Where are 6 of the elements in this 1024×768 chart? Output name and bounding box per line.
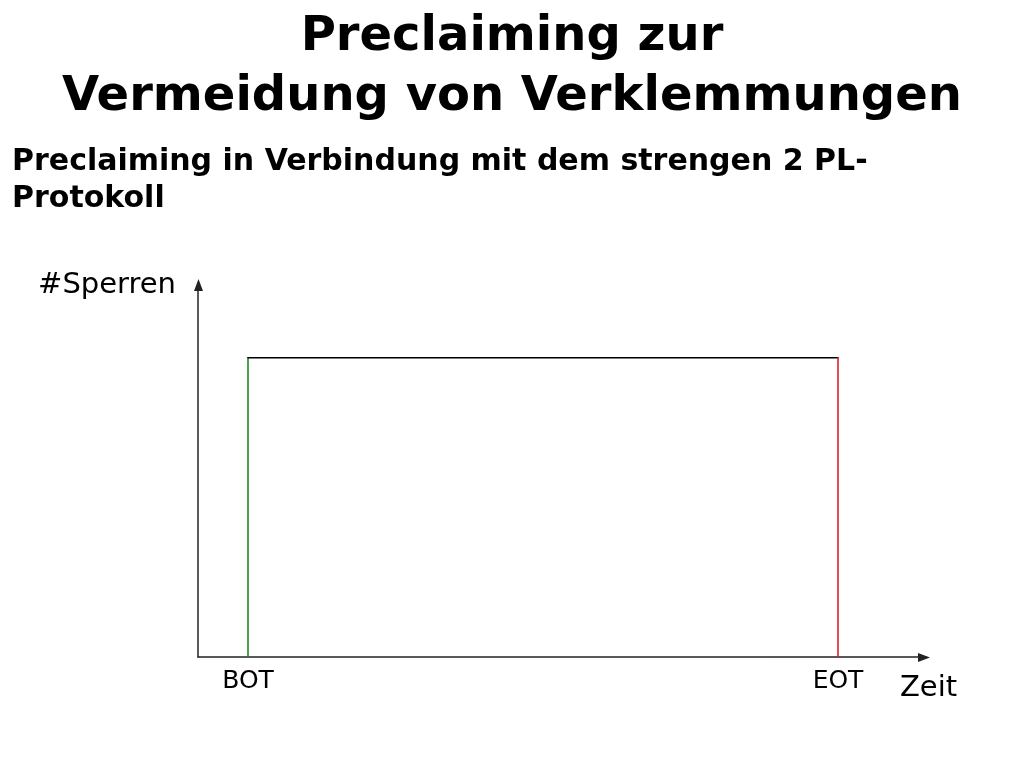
x-tick-label: EOT — [812, 665, 865, 694]
chart-subtitle: Preclaiming in Verbindung mit dem strengen 2 PL- Protokoll — [12, 142, 868, 214]
x-tick-label: BOT — [222, 665, 275, 694]
y-axis-title: #Sperren — [38, 266, 176, 300]
chart-title: Preclaiming zur Vermeidung von Verklemmungen — [62, 5, 962, 121]
x-axis-title: Zeit — [900, 668, 958, 703]
